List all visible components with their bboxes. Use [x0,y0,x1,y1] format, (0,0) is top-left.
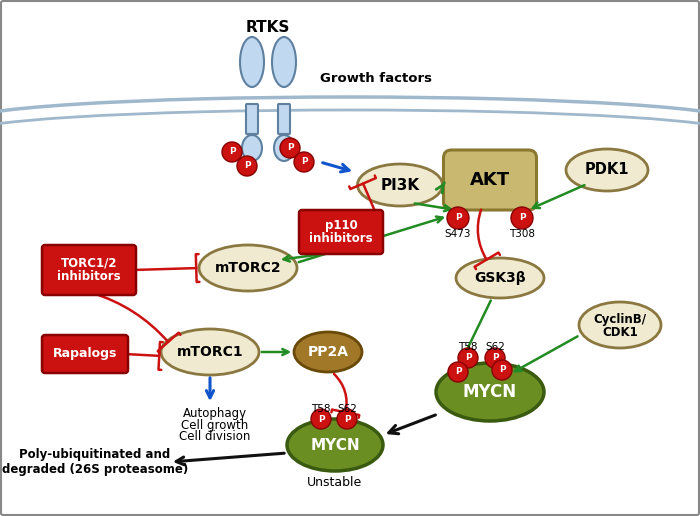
Ellipse shape [294,332,362,372]
Text: PP2A: PP2A [307,345,349,359]
FancyBboxPatch shape [42,335,128,373]
Ellipse shape [272,37,296,87]
FancyBboxPatch shape [299,210,383,254]
Text: P: P [455,367,461,377]
Text: P: P [455,214,461,222]
Text: T58: T58 [312,404,330,414]
Ellipse shape [566,149,648,191]
FancyBboxPatch shape [246,104,258,134]
Text: P: P [301,157,307,167]
Circle shape [337,409,357,429]
Circle shape [280,138,300,158]
Text: P: P [519,214,525,222]
Ellipse shape [161,329,259,375]
Text: MYCN: MYCN [463,383,517,401]
Circle shape [294,152,314,172]
Circle shape [448,362,468,382]
Text: P: P [287,143,293,153]
Circle shape [447,207,469,229]
Text: P: P [491,353,498,363]
Text: P: P [229,148,235,156]
Text: T308: T308 [509,229,535,239]
Text: Unstable: Unstable [307,476,363,490]
Circle shape [311,409,331,429]
Text: P: P [318,414,324,424]
Text: P: P [244,162,251,170]
Text: P: P [498,365,505,375]
Text: Growth factors: Growth factors [320,72,432,85]
Text: Cell growth: Cell growth [181,420,248,432]
Text: GSK3β: GSK3β [474,271,526,285]
FancyBboxPatch shape [278,104,290,134]
Ellipse shape [436,363,544,421]
Text: inhibitors: inhibitors [57,270,121,283]
Text: P: P [465,353,471,363]
Ellipse shape [240,37,264,87]
Text: RTKS: RTKS [246,21,290,36]
Text: Autophagy: Autophagy [183,408,247,421]
Circle shape [485,348,505,368]
Text: T58: T58 [458,342,477,352]
Text: PI3K: PI3K [380,178,419,192]
Text: MYCN: MYCN [310,438,360,453]
Text: S473: S473 [444,229,471,239]
Text: p110: p110 [325,219,358,233]
Circle shape [237,156,257,176]
Ellipse shape [579,302,661,348]
Text: S62: S62 [485,342,505,352]
Ellipse shape [242,135,262,161]
Circle shape [222,142,242,162]
Text: Poly-ubiquitinated and
degraded (26S proteasome): Poly-ubiquitinated and degraded (26S pro… [2,448,188,476]
FancyBboxPatch shape [444,150,536,210]
Text: P: P [344,414,350,424]
Ellipse shape [287,419,383,471]
Text: AKT: AKT [470,171,510,189]
Text: S62: S62 [337,404,357,414]
Circle shape [492,360,512,380]
Circle shape [511,207,533,229]
Ellipse shape [199,245,297,291]
FancyBboxPatch shape [42,245,136,295]
Circle shape [458,348,478,368]
Text: Rapalogs: Rapalogs [52,347,117,361]
Text: CyclinB/: CyclinB/ [594,313,647,326]
Text: inhibitors: inhibitors [309,233,373,246]
Text: TORC1/2: TORC1/2 [61,256,118,269]
Ellipse shape [358,164,442,206]
Ellipse shape [274,135,294,161]
Text: CDK1: CDK1 [602,326,638,338]
Text: Cell division: Cell division [179,430,251,443]
Text: mTORC2: mTORC2 [215,261,281,275]
Ellipse shape [456,258,544,298]
Text: mTORC1: mTORC1 [176,345,244,359]
Text: PDK1: PDK1 [584,163,629,178]
